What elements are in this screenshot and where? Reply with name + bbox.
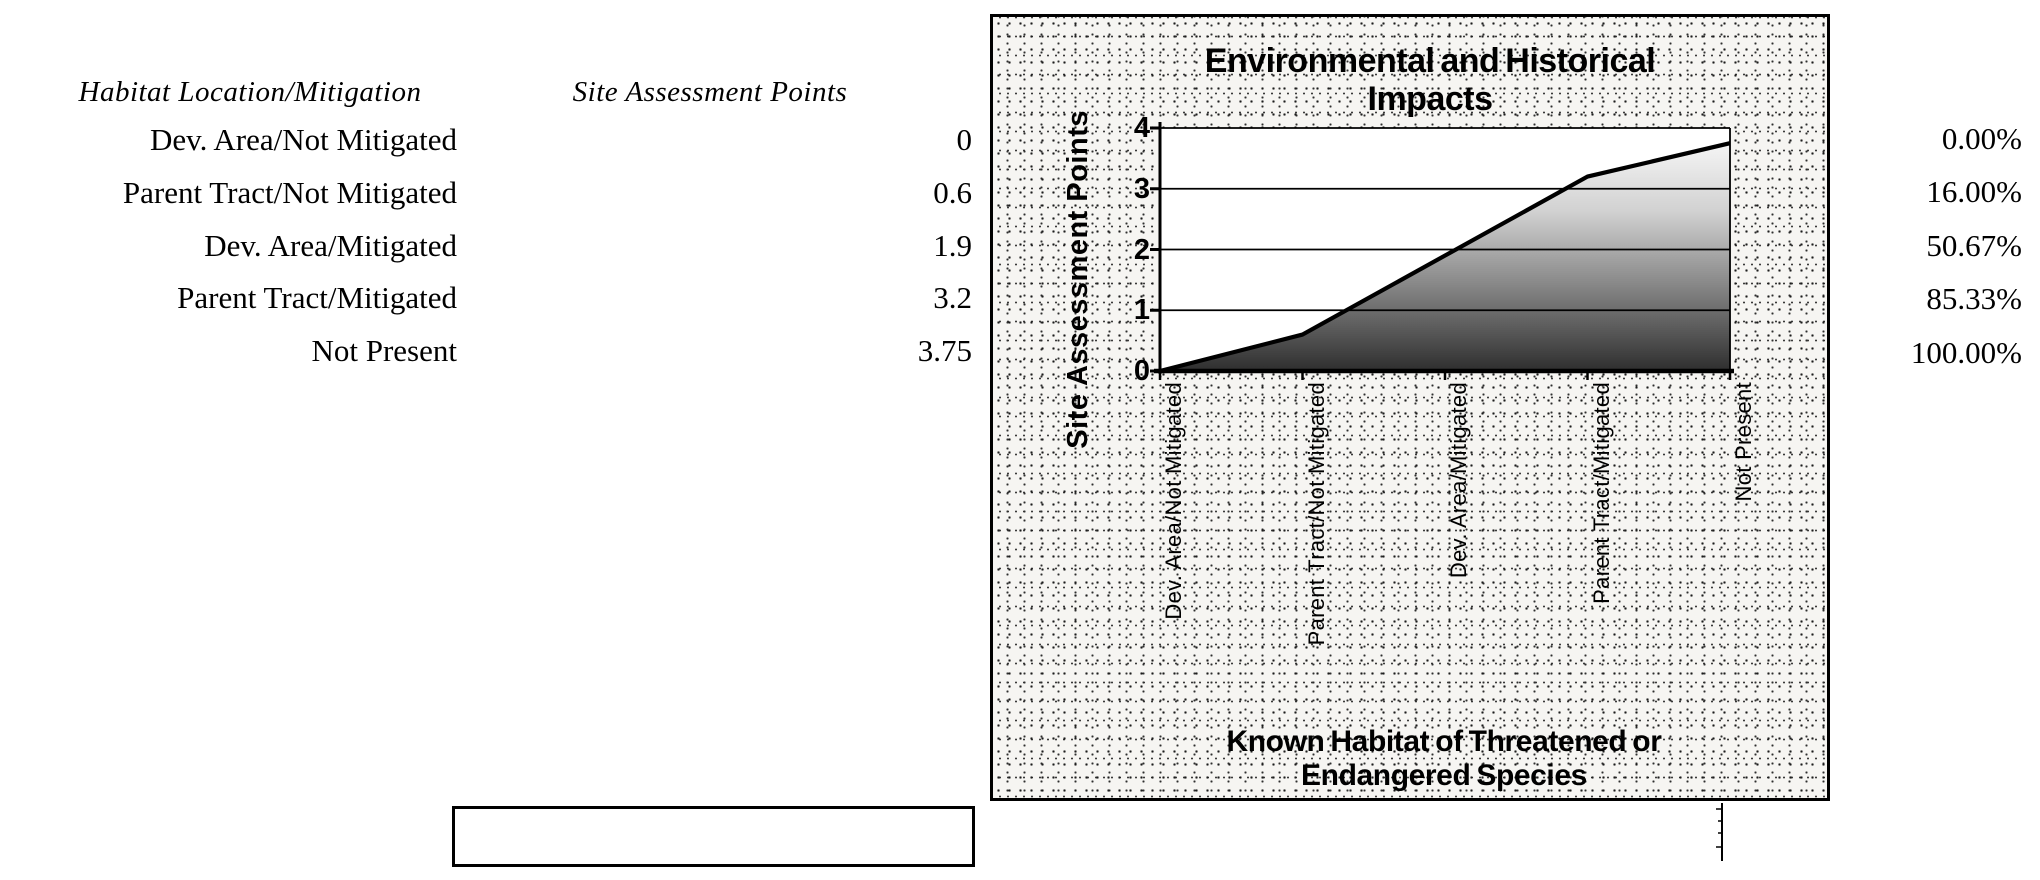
points-value: 3.75 xyxy=(917,333,972,369)
percent-value: 50.67% xyxy=(1926,227,2022,263)
x-axis-title: Known Habitat of Threatened or Endangere… xyxy=(1226,725,1662,792)
y-tick-label: 2 xyxy=(1133,233,1150,266)
y-tick-label: 4 xyxy=(1133,112,1150,144)
habitat-label: Parent Tract/Not Mitigated xyxy=(122,174,457,210)
percent-value: 100.00% xyxy=(1910,334,2022,370)
x-category-label: Dev. Area/Not Mitigated xyxy=(1161,382,1186,620)
column-header-habitat: Habitat Location/Mitigation xyxy=(78,76,422,108)
y-tick-label: 1 xyxy=(1133,294,1150,327)
points-value: 1.9 xyxy=(933,227,972,263)
scan-artifact-ruler xyxy=(1714,803,1728,861)
habitat-label: Parent Tract/Mitigated xyxy=(177,280,457,316)
habitat-label-column: Dev. Area/Not Mitigated Parent Tract/Not… xyxy=(0,114,457,378)
percentage-column: 0.00% 16.00% 50.67% 85.33% 100.00% xyxy=(1836,112,2022,379)
assessment-points-column: 0 0.6 1.9 3.2 3.75 xyxy=(760,114,972,378)
area-chart-plot xyxy=(1150,122,1734,380)
percent-value: 0.00% xyxy=(1941,121,2022,156)
percent-value: 16.00% xyxy=(1926,174,2022,210)
habitat-label: Dev. Area/Not Mitigated xyxy=(149,122,457,157)
chart-title: Environmental and Historical Impacts xyxy=(1204,42,1656,118)
empty-input-box[interactable] xyxy=(452,806,975,867)
percent-value: 85.33% xyxy=(1926,281,2022,317)
x-category-label: Not Present xyxy=(1731,382,1756,502)
x-category-label: Parent Tract/Not Mitigated xyxy=(1303,382,1329,646)
points-value: 0 xyxy=(956,122,973,157)
embedded-area-chart: Environmental and Historical Impacts Sit… xyxy=(990,14,1830,801)
habitat-label: Dev. Area/Mitigated xyxy=(204,227,457,263)
column-header-points: Site Assessment Points xyxy=(572,76,848,108)
y-tick-label: 3 xyxy=(1133,172,1150,205)
points-value: 3.2 xyxy=(933,280,972,316)
y-tick-label: 0 xyxy=(1133,355,1150,387)
x-category-label: Parent Tract/Mitigated xyxy=(1588,382,1614,604)
y-axis-title: Site Assessment Points xyxy=(1062,110,1094,449)
x-category-label: Dev. Area/Mitigated xyxy=(1446,382,1471,579)
points-value: 0.6 xyxy=(933,174,972,210)
habitat-label: Not Present xyxy=(311,333,457,369)
